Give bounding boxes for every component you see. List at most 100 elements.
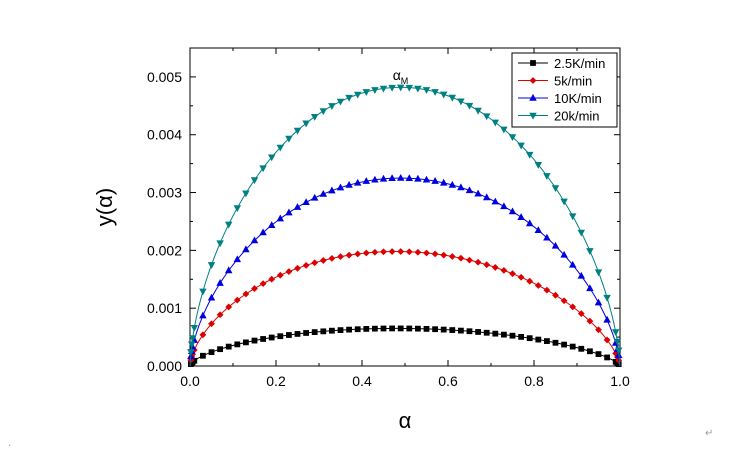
data-point	[319, 108, 328, 116]
data-point	[431, 250, 439, 258]
data-point	[458, 327, 464, 334]
data-point	[303, 330, 309, 336]
data-point	[595, 326, 602, 334]
data-point	[346, 326, 352, 333]
data-point	[286, 332, 292, 338]
series-20k-min	[187, 84, 623, 367]
data-point	[448, 94, 457, 102]
data-point	[448, 180, 457, 188]
data-point	[242, 290, 250, 298]
series-layer	[187, 84, 623, 368]
data-point	[500, 126, 508, 134]
data-point	[336, 183, 345, 191]
data-point	[432, 326, 438, 333]
data-point	[311, 329, 318, 335]
data-point	[242, 190, 250, 198]
data-point	[293, 203, 302, 210]
data-point	[388, 248, 396, 255]
axes: 0.0 0.2 0.4 0.6 0.8 1.0 0.000 0.001 0.002 0.003 0.…	[147, 47, 630, 389]
data-point	[603, 294, 611, 302]
data-point	[517, 142, 525, 150]
data-point	[329, 327, 335, 334]
data-point	[406, 325, 413, 332]
data-point	[396, 84, 405, 92]
data-point	[294, 331, 301, 337]
data-point	[423, 326, 430, 332]
x-tick-label: 0.4	[352, 373, 372, 389]
data-point	[208, 349, 215, 356]
data-point	[260, 336, 266, 342]
data-point	[525, 219, 534, 227]
data-point	[535, 336, 542, 343]
data-point	[431, 177, 439, 184]
legend-marker	[529, 77, 537, 84]
data-point	[415, 325, 421, 332]
data-point	[345, 180, 353, 188]
data-point	[551, 185, 560, 193]
data-point	[466, 256, 473, 264]
data-point	[405, 84, 414, 92]
y-tick-label: 0.004	[147, 127, 182, 143]
x-axis-title: α	[399, 408, 412, 433]
data-point	[353, 178, 362, 186]
data-point	[251, 285, 258, 292]
data-point	[285, 135, 293, 143]
data-point	[526, 335, 533, 342]
data-point	[187, 341, 196, 349]
x-tick-label: 0.8	[524, 373, 544, 389]
data-point	[276, 214, 285, 222]
series-2-5k-min	[187, 325, 622, 368]
data-point	[423, 249, 430, 257]
y-tick-label: 0.000	[147, 358, 182, 374]
data-point	[587, 348, 593, 355]
legend-marker	[530, 60, 536, 66]
data-point	[216, 240, 224, 248]
data-point	[440, 251, 448, 259]
data-point	[267, 221, 276, 228]
data-point	[388, 84, 396, 92]
data-point	[586, 248, 594, 255]
data-point	[449, 327, 456, 333]
data-point	[568, 260, 577, 268]
data-point	[483, 261, 491, 269]
data-point	[319, 189, 328, 197]
y-tick-label: 0.001	[147, 300, 182, 316]
data-point	[552, 291, 559, 299]
y-axis-title: y(α)	[92, 188, 117, 226]
data-point	[199, 311, 207, 319]
data-point	[276, 144, 285, 152]
data-point	[190, 346, 198, 354]
x-tick-label: 0.6	[438, 373, 458, 389]
x-tick-label: 1.0	[610, 373, 630, 389]
data-point	[251, 337, 258, 344]
data-point	[577, 229, 586, 237]
data-point	[534, 162, 543, 169]
data-point	[268, 275, 276, 283]
data-point	[216, 279, 224, 286]
data-point	[560, 250, 568, 258]
data-point	[328, 103, 336, 110]
data-point	[594, 298, 603, 306]
data-point	[354, 326, 361, 333]
data-point	[509, 332, 516, 339]
data-point	[250, 236, 259, 244]
data-point	[259, 165, 267, 173]
data-point	[465, 186, 474, 194]
data-point	[500, 267, 508, 274]
data-point	[285, 268, 293, 275]
data-point	[191, 357, 198, 364]
data-point	[267, 154, 276, 162]
data-point	[328, 186, 336, 194]
data-point	[611, 329, 620, 336]
series-line	[189, 251, 621, 367]
legend-marker	[529, 112, 537, 120]
data-point	[310, 193, 319, 201]
data-point	[336, 98, 345, 106]
data-point	[422, 87, 431, 94]
data-point	[603, 336, 611, 344]
data-point	[595, 351, 602, 357]
data-point	[509, 270, 516, 278]
data-point	[483, 329, 490, 336]
data-point	[491, 264, 499, 271]
